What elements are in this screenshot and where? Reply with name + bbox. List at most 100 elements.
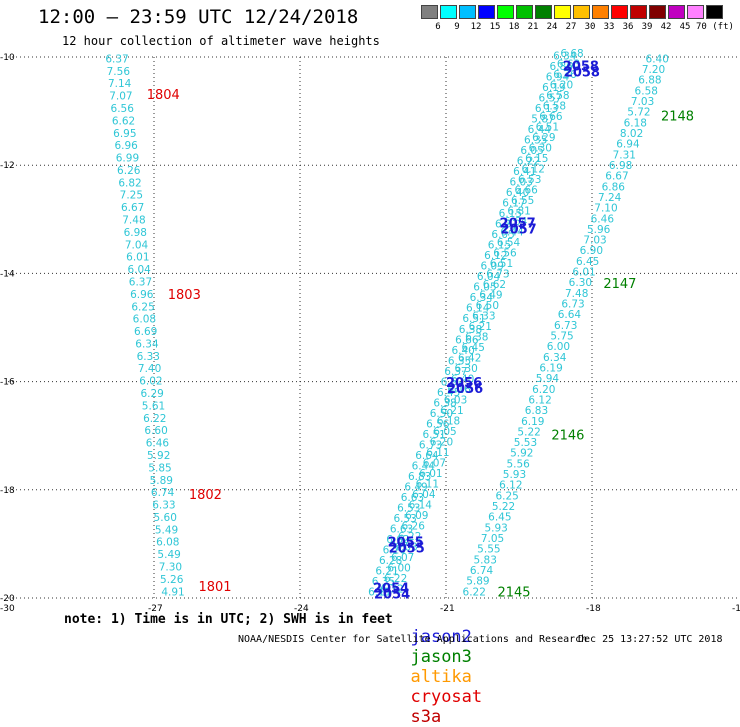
swh-value: 5.87 (531, 114, 554, 126)
swh-value: 6.13 (535, 103, 558, 115)
swh-value: 7.48 (565, 288, 588, 300)
legend-swatch (478, 5, 495, 19)
swh-value: 6.56 (111, 103, 135, 115)
swh-value: 6.49 (404, 481, 427, 493)
jason2-time-label: 2057 (500, 216, 536, 231)
swh-value: 6.42 (458, 353, 481, 365)
swh-value: 6.17 (502, 198, 525, 210)
swh-value: 6.73 (554, 320, 577, 332)
legend-label: 42 (660, 22, 672, 32)
swh-value: 7.48 (122, 215, 145, 227)
satellite-legend: jason2 jason3 altika cryosat s3a (390, 607, 482, 727)
axis-tick-labels: -30 -27 -24 -21 -18 -15 -10 -12 -14 -16 -18 -20 (0, 53, 740, 614)
jason3-time-label: 2148 (661, 110, 694, 125)
swh-value: 6.00 (387, 563, 410, 575)
swh-value: 6.18 (624, 117, 647, 129)
legend-label: 12 (470, 22, 482, 32)
swh-value: 6.30 (529, 143, 552, 155)
swh-value: 5.22 (492, 501, 515, 513)
legend-swatch (592, 5, 609, 19)
lat-tick-label: -12 (0, 161, 15, 171)
swh-value: 6.07 (391, 552, 414, 564)
swh-value: 6.38 (459, 324, 482, 336)
swh-value: 6.15 (525, 153, 548, 165)
wave-height-map[interactable]: -30 -27 -24 -21 -18 -15 -10 -12 -14 -16 -18 -20 6.3… (0, 0, 740, 650)
swh-value: 6.03 (444, 395, 467, 407)
swh-value: 6.64 (558, 309, 582, 321)
swh-value: 7.31 (613, 149, 636, 161)
swh-value: 6.40 (646, 53, 669, 65)
map-title: 12:00 — 23:59 UTC 12/24/2018 (38, 6, 359, 28)
swh-value: 6.40 (451, 345, 474, 357)
legend-label: 21 (527, 22, 539, 32)
swh-value: 6.51 (422, 429, 445, 441)
swh-value: 6.55 (511, 195, 534, 207)
swh-value: 6.64 (415, 450, 439, 462)
swh-value: 6.20 (383, 544, 406, 556)
swh-value: 6.63 (401, 492, 424, 504)
swh-value: 6.02 (139, 376, 162, 388)
swh-value: 6.73 (419, 439, 442, 451)
swh-value: 7.04 (125, 239, 149, 251)
jason3-time-label: 2147 (603, 277, 636, 292)
swh-value: 7.24 (598, 192, 622, 204)
swh-value: 6.67 (605, 171, 628, 183)
time-labels: 1804 1803 1802 1801 2148 2147 2146 2145 20582058… (147, 60, 694, 603)
lon-tick-label: -18 (586, 604, 601, 614)
legend-swatch (497, 5, 514, 19)
swh-value: 6.04 (477, 271, 501, 283)
swh-value: 6.36 (553, 69, 577, 81)
swh-value: 6.94 (546, 72, 570, 84)
jason2-time-label: 2056 (446, 376, 482, 391)
swh-value: 6.33 (152, 500, 175, 512)
swh-value: 6.05 (473, 282, 496, 294)
swh-value: 6.04 (412, 489, 436, 501)
swh-value: 5.53 (514, 437, 537, 449)
swh-value: 6.58 (543, 101, 566, 113)
sat-s3a: s3a (410, 707, 442, 727)
swh-value: 8.02 (620, 128, 643, 140)
swh-value: 6.05 (433, 426, 456, 438)
lat-tick-label: -10 (0, 53, 15, 63)
swh-value: 5.92 (510, 448, 533, 460)
swh-value: 6.19 (542, 82, 565, 94)
swh-value: 6.09 (481, 261, 504, 273)
swh-value: 6.64 (504, 216, 528, 228)
swh-value: 6.05 (520, 145, 543, 157)
swh-value: 6.56 (426, 418, 450, 430)
swh-value: 6.67 (121, 202, 144, 214)
swh-value: 6.58 (546, 90, 569, 102)
legend-swatch (459, 5, 476, 19)
swh-value: 6.53 (393, 513, 416, 525)
swh-value: 6.40 (506, 187, 529, 199)
legend-label: 70 (ft) (696, 22, 734, 32)
swh-value: 6.98 (124, 227, 147, 239)
grid-lines (8, 56, 738, 599)
swh-value: 6.51 (536, 122, 559, 134)
swh-value: 6.35 (372, 576, 395, 588)
legend-label: 27 (565, 22, 577, 32)
jason2-time-label: 2055 (389, 542, 425, 557)
swh-value: 6.35 (524, 135, 547, 147)
generated-timestamp: Dec 25 13:27:52 UTC 2018 (578, 634, 723, 645)
swh-value: 6.12 (484, 250, 507, 262)
legend-label: 45 (679, 22, 691, 32)
legend-swatch (649, 5, 666, 19)
swh-value: 5.89 (466, 576, 489, 588)
swh-value: 6.99 (116, 153, 139, 165)
jason2-track-a: 6.346.866.946.196.576.135.876.446.356.05… (368, 51, 577, 599)
swh-value: 5.61 (142, 400, 165, 412)
swh-value: 6.32 (380, 584, 403, 596)
legend-swatch (516, 5, 533, 19)
swh-value: 6.33 (472, 311, 495, 323)
swh-value: 6.20 (532, 384, 555, 396)
swh-value: 6.20 (430, 437, 453, 449)
swh-value: 6.26 (402, 521, 426, 533)
swh-value: 6.86 (549, 61, 573, 73)
legend-swatch (668, 5, 685, 19)
swh-value: 5.60 (154, 512, 177, 524)
swh-value: 6.63 (390, 523, 413, 535)
sat-jason3: jason3 (410, 647, 472, 667)
swh-value: 6.50 (476, 300, 499, 312)
swh-value: 6.83 (525, 405, 548, 417)
